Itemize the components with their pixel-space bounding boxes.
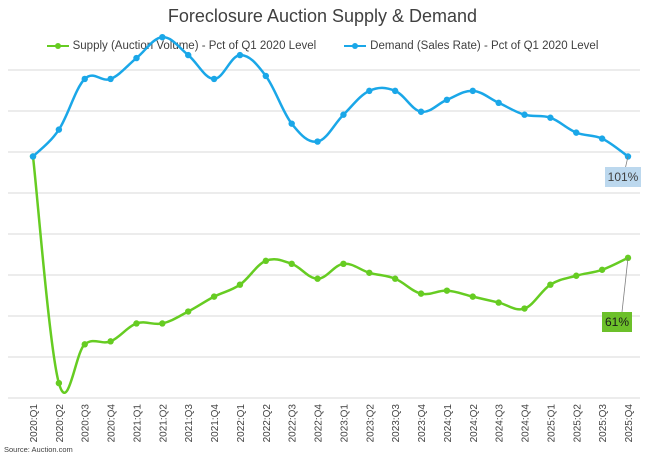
- data-point-supply: [185, 308, 192, 315]
- callout-label-supply: 61%: [605, 315, 629, 329]
- data-point-supply: [236, 281, 244, 288]
- x-tick-label: 2023:Q1: [339, 404, 350, 443]
- data-point-demand: [210, 75, 218, 83]
- data-point-demand: [262, 72, 270, 80]
- data-point-demand: [547, 114, 554, 121]
- chart-legend: Supply (Auction Volume) - Pct of Q1 2020…: [0, 40, 645, 52]
- legend-item-supply[interactable]: Supply (Auction Volume) - Pct of Q1 2020…: [46, 40, 317, 52]
- data-point-supply: [366, 269, 373, 276]
- data-point-demand: [495, 99, 502, 107]
- x-tick-label: 2024:Q1: [443, 404, 454, 443]
- data-point-demand: [107, 75, 114, 83]
- x-tick-label: 2022:Q4: [314, 404, 325, 443]
- callout-label-demand: 101%: [608, 170, 639, 184]
- x-tick-label: 2021:Q3: [184, 404, 195, 443]
- data-point-supply: [391, 275, 399, 282]
- x-tick-label: 2024:Q3: [495, 404, 506, 443]
- data-point-supply: [521, 305, 528, 312]
- legend-label-demand: Demand (Sales Rate) - Pct of Q1 2020 Lev…: [370, 40, 599, 52]
- data-point-demand: [185, 51, 192, 59]
- x-tick-label: 2020:Q2: [55, 404, 66, 443]
- source-note: Source: Auction.com: [4, 445, 73, 454]
- data-point-supply: [55, 379, 63, 387]
- data-point-demand: [521, 111, 528, 118]
- data-point-supply: [417, 290, 425, 297]
- x-tick-label: 2025:Q1: [546, 404, 557, 443]
- data-point-demand: [417, 108, 425, 115]
- x-tick-label: 2025:Q2: [572, 404, 583, 443]
- data-point-supply: [81, 341, 88, 348]
- x-tick-label: 2021:Q2: [158, 404, 169, 443]
- data-point-demand: [340, 111, 347, 118]
- data-point-demand: [159, 34, 166, 41]
- data-point-demand: [443, 96, 451, 104]
- data-point-demand: [391, 87, 399, 95]
- x-tick-label: 2023:Q4: [417, 404, 428, 443]
- series-line-demand: [32, 35, 629, 158]
- data-point-supply: [314, 275, 321, 282]
- data-point-demand: [55, 126, 63, 133]
- x-tick-label: 2022:Q1: [236, 404, 247, 443]
- data-point-supply: [469, 293, 476, 300]
- data-point-supply: [159, 320, 166, 327]
- x-tick-label: 2024:Q2: [469, 404, 480, 443]
- x-tick-label: 2025:Q4: [624, 404, 635, 443]
- legend-marker-demand: [352, 43, 359, 49]
- callout-leader-supply: [621, 257, 629, 313]
- data-point-supply: [288, 260, 295, 268]
- data-point-demand: [366, 87, 373, 95]
- legend-swatch-demand: [344, 41, 367, 51]
- data-point-demand: [598, 135, 606, 142]
- legend-marker-supply: [54, 43, 61, 49]
- x-tick-label: 2021:Q4: [210, 404, 221, 443]
- data-point-demand: [314, 138, 321, 145]
- data-point-demand: [81, 75, 88, 83]
- x-tick-label: 2024:Q4: [521, 404, 532, 443]
- data-point-demand: [288, 120, 295, 127]
- data-point-demand: [29, 153, 37, 160]
- data-point-demand: [573, 129, 580, 136]
- data-point-supply: [262, 257, 270, 265]
- x-tick-label: 2020:Q1: [29, 404, 40, 443]
- x-tick-label: 2020:Q4: [107, 404, 118, 443]
- x-tick-label: 2020:Q3: [81, 404, 92, 443]
- data-point-supply: [210, 293, 218, 300]
- data-point-demand: [469, 87, 476, 95]
- callout-box-supply: [602, 312, 632, 332]
- legend-item-demand[interactable]: Demand (Sales Rate) - Pct of Q1 2020 Lev…: [344, 40, 598, 52]
- data-point-demand: [236, 51, 244, 59]
- data-point-supply: [107, 338, 114, 345]
- data-point-supply: [573, 272, 580, 279]
- x-tick-label: 2023:Q2: [365, 404, 376, 443]
- data-point-supply: [133, 320, 140, 327]
- x-tick-label: 2025:Q3: [598, 404, 609, 443]
- data-point-supply: [443, 287, 451, 294]
- x-tick-label: 2022:Q2: [262, 404, 273, 443]
- chart-title: Foreclosure Auction Supply & Demand: [167, 6, 478, 26]
- legend-label-supply: Supply (Auction Volume) - Pct of Q1 2020…: [72, 40, 317, 52]
- x-tick-label: 2021:Q1: [132, 404, 143, 443]
- legend-swatch-supply: [46, 41, 69, 51]
- data-point-supply: [547, 281, 554, 288]
- callout-box-demand: [605, 167, 641, 187]
- x-tick-label: 2022:Q3: [288, 404, 299, 443]
- data-point-supply: [495, 299, 502, 306]
- data-point-demand: [133, 54, 140, 62]
- data-point-supply: [598, 266, 606, 273]
- x-tick-label: 2023:Q3: [391, 404, 402, 443]
- data-point-supply: [340, 260, 347, 268]
